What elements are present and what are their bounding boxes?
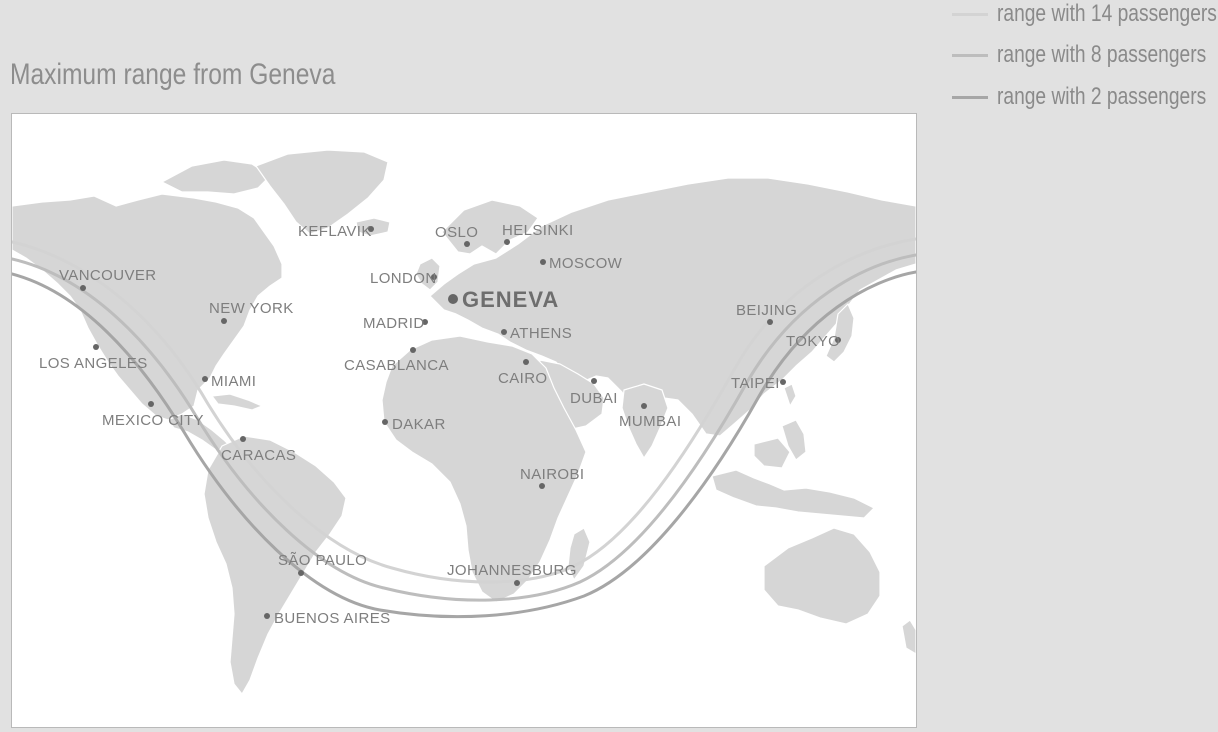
land-arctic-islands: [161, 159, 271, 195]
legend-label-14-passengers: range with 14 passengers: [997, 0, 1217, 27]
city-dot-london: [431, 274, 437, 280]
city-dot-helsinki: [504, 239, 510, 245]
city-label-keflavik: KEFLAVIK: [298, 223, 372, 240]
city-markers: KEFLAVIK OSLO HELSINKI MOSCOW LONDON GEN…: [39, 222, 841, 627]
land-caribbean: [211, 393, 263, 411]
land-japan: [825, 303, 855, 363]
legend-label-8-passengers: range with 8 passengers: [997, 41, 1207, 68]
world-map-svg: KEFLAVIK OSLO HELSINKI MOSCOW LONDON GEN…: [12, 149, 916, 695]
legend-line-14-passengers: [952, 13, 988, 16]
land-north-america: [12, 193, 283, 421]
city-dot-tokyo: [835, 337, 841, 343]
city-label-helsinki: HELSINKI: [502, 222, 574, 239]
land-masses: [12, 149, 916, 695]
city-label-mexico-city: MEXICO CITY: [102, 412, 204, 429]
city-label-nairobi: NAIROBI: [520, 466, 584, 483]
city-dot-cairo: [523, 359, 529, 365]
land-indonesia: [711, 437, 875, 519]
city-dot-dakar: [382, 419, 388, 425]
city-label-los-angeles: LOS ANGELES: [39, 355, 148, 372]
city-dot-oslo: [464, 241, 470, 247]
city-label-dakar: DAKAR: [392, 416, 446, 433]
land-new-zealand: [901, 619, 916, 655]
city-dot-beijing: [767, 319, 773, 325]
city-dot-geneva: [448, 294, 458, 304]
city-label-new-york: NEW YORK: [209, 300, 294, 317]
city-dot-new-york: [221, 318, 227, 324]
city-dot-dubai: [591, 378, 597, 384]
city-dot-keflavik: [368, 226, 374, 232]
city-label-taipei: TAIPEI: [731, 375, 780, 392]
city-dot-miami: [202, 376, 208, 382]
land-scandinavia: [441, 199, 539, 255]
land-india: [621, 383, 669, 459]
city-label-madrid: MADRID: [363, 315, 425, 332]
world-map: KEFLAVIK OSLO HELSINKI MOSCOW LONDON GEN…: [11, 113, 917, 728]
city-label-sao-paulo: SÃO PAULO: [278, 552, 367, 569]
city-dot-buenos-aires: [264, 613, 270, 619]
city-label-johannesburg: JOHANNESBURG: [447, 562, 577, 579]
legend-item-8-passengers: range with 8 passengers: [952, 41, 1218, 71]
city-label-cairo: CAIRO: [498, 370, 548, 387]
legend-item-14-passengers: range with 14 passengers: [952, 0, 1218, 30]
city-label-moscow: MOSCOW: [549, 255, 623, 272]
city-label-caracas: CARACAS: [221, 447, 296, 464]
city-dot-moscow: [540, 259, 546, 265]
city-label-athens: ATHENS: [510, 325, 572, 342]
city-label-casablanca: CASABLANCA: [344, 357, 449, 374]
range-line-14-passengers: [12, 237, 916, 584]
city-dot-mumbai: [641, 403, 647, 409]
city-dot-sao-paulo: [298, 570, 304, 576]
city-dot-nairobi: [539, 483, 545, 489]
city-label-beijing: BEIJING: [736, 302, 797, 319]
land-british-isles: [415, 257, 441, 291]
city-dot-casablanca: [410, 347, 416, 353]
city-label-oslo: OSLO: [435, 224, 478, 241]
legend-label-2-passengers: range with 2 passengers: [997, 83, 1207, 110]
land-philippines: [781, 383, 807, 461]
city-dot-taipei: [780, 379, 786, 385]
legend-line-2-passengers: [952, 96, 988, 99]
land-greenland: [255, 149, 389, 235]
city-dot-johannesburg: [514, 580, 520, 586]
city-dot-athens: [501, 329, 507, 335]
land-australia: [763, 527, 881, 625]
land-africa: [381, 335, 587, 603]
range-lines: [12, 237, 916, 619]
city-label-dubai: DUBAI: [570, 390, 618, 407]
city-label-tokyo: TOKYO: [786, 333, 840, 350]
legend-line-8-passengers: [952, 54, 988, 57]
city-label-miami: MIAMI: [211, 373, 256, 390]
range-line-8-passengers: [12, 253, 916, 602]
city-label-mumbai: MUMBAI: [619, 413, 681, 430]
city-dot-madrid: [422, 319, 428, 325]
city-label-geneva: GENEVA: [462, 287, 559, 312]
city-label-london: LONDON: [370, 270, 437, 287]
city-dot-los-angeles: [93, 344, 99, 350]
legend-item-2-passengers: range with 2 passengers: [952, 83, 1218, 113]
city-dot-mexico-city: [148, 401, 154, 407]
city-dot-caracas: [240, 436, 246, 442]
city-dot-vancouver: [80, 285, 86, 291]
map-title: Maximum range from Geneva: [10, 58, 336, 91]
city-label-vancouver: VANCOUVER: [59, 267, 157, 284]
range-line-2-passengers: [12, 270, 916, 619]
land-south-america: [203, 435, 347, 695]
city-label-buenos-aires: BUENOS AIRES: [274, 610, 391, 627]
